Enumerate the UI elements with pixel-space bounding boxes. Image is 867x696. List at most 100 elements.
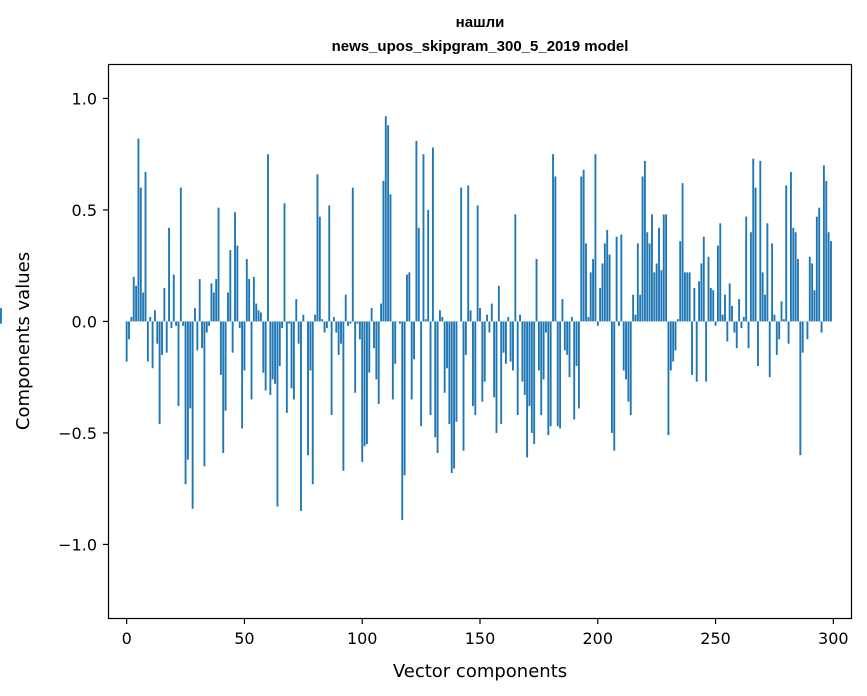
bar [724,294,726,322]
bar [151,321,154,369]
bar [573,321,576,420]
bar [745,216,748,322]
bar [476,205,479,322]
bar [153,310,156,322]
bar [307,321,309,456]
bar [462,321,465,451]
bar [761,272,764,322]
bar [146,321,149,362]
bar [161,321,163,355]
bar [0,308,2,322]
bar [801,321,804,353]
bar [431,147,434,322]
bar [811,263,814,322]
bar [248,279,251,322]
bar [686,272,689,322]
bar [719,223,722,322]
bar [629,321,632,416]
bar [434,321,437,438]
bar [471,321,474,407]
bar [577,321,580,409]
bar [613,321,616,451]
bar [391,321,394,400]
bar [380,303,382,322]
bar [516,321,519,416]
bar [165,321,168,353]
bar [387,125,390,322]
bar [186,321,189,460]
bar [580,176,583,322]
bar [415,140,418,322]
bar [778,321,781,340]
bar [749,232,752,322]
bar [674,321,677,351]
bar [669,321,672,371]
bar [589,272,592,322]
bar [780,301,783,322]
bar [537,321,540,371]
bar [358,321,361,340]
bar [568,321,571,378]
bar [742,316,745,322]
bar [318,216,321,322]
chart-title: нашли [456,14,505,31]
bar [830,241,832,322]
bar [691,321,693,375]
bar [658,227,660,322]
bar [662,214,665,322]
bar [625,321,627,380]
bar [815,216,818,322]
x-tick-label: 150 [465,629,496,648]
bar [238,321,241,329]
x-tick-label: 250 [700,629,731,648]
bar [276,321,279,507]
bar [771,243,774,322]
bar [325,321,328,329]
bar [818,207,821,322]
bar [420,321,423,427]
bar [184,321,187,485]
bar [370,308,373,322]
bar [259,312,262,322]
bar [212,292,215,322]
bar [474,321,477,416]
bar [582,169,585,322]
bar [822,165,825,322]
bar [288,321,291,324]
bar [542,321,545,380]
bar [665,214,668,322]
bar [709,287,712,322]
bar [627,321,630,402]
bar [556,321,559,427]
bar [149,316,152,322]
bar [705,321,708,382]
bar [361,321,364,462]
bar [241,321,244,429]
bar [806,321,809,340]
bar [363,321,366,447]
bar [300,321,302,511]
bar [401,321,404,520]
bar [552,154,554,322]
bar [439,310,441,322]
bar [483,321,486,382]
bar [384,116,387,322]
bar [596,321,599,326]
bar [688,272,691,322]
bar [632,294,635,322]
bar [219,321,222,375]
bar [497,285,500,322]
bar [125,321,128,362]
x-tick-label: 50 [234,629,254,648]
bar [488,321,491,333]
bar [606,230,609,322]
bar [281,321,284,329]
bar [427,209,430,322]
bar [813,290,816,322]
bar [549,321,552,427]
bar [592,259,594,322]
bar [641,176,644,322]
bar [135,285,138,322]
bar [224,321,227,411]
bar [245,259,248,322]
